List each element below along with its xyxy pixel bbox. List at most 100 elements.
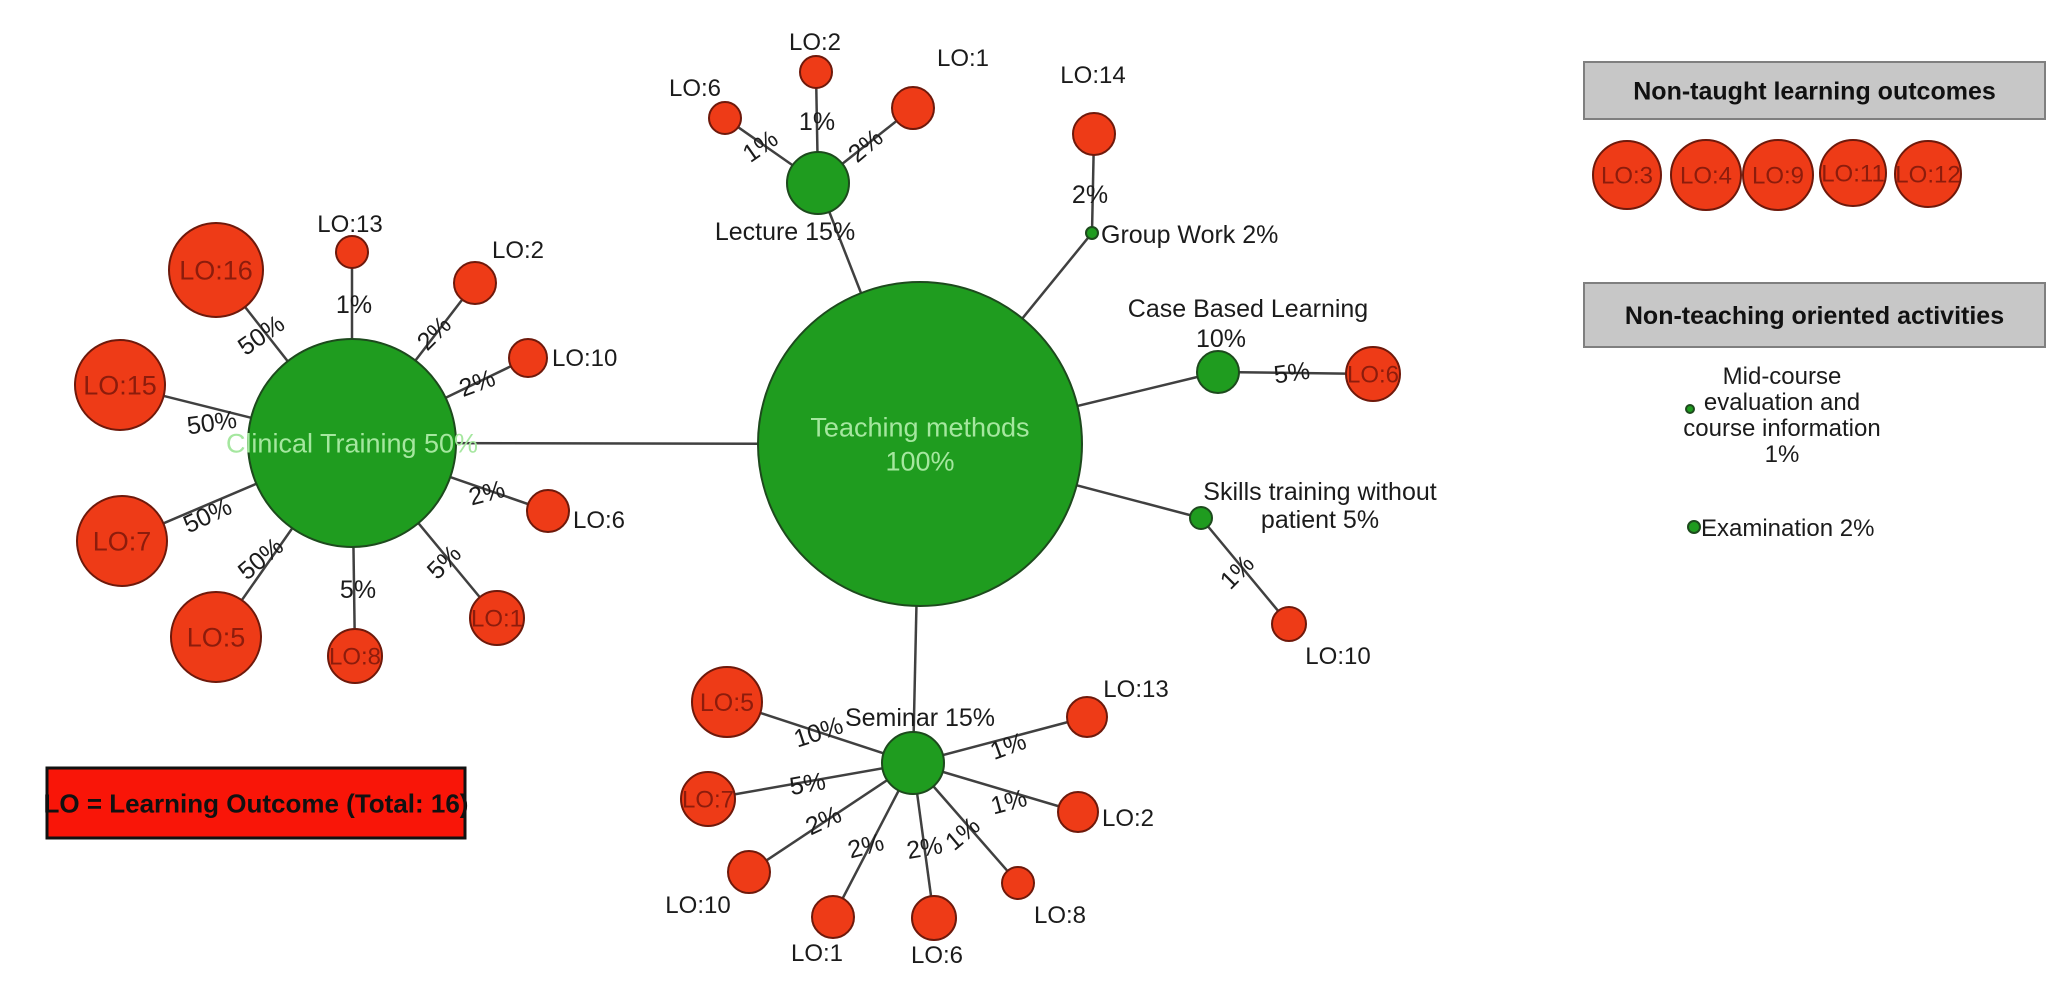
label-2-case-based-learning: Case Based Learning [1128,295,1368,323]
panel-header-non-taught-label: Non-taught learning outcomes [1633,78,1996,106]
edge-label-cbl-cbl6: 5% [1272,357,1312,390]
label-10-lo-14: LO:14 [1060,62,1125,89]
node-groupwork [1085,226,1099,240]
edge-label-lecture-l1: 2% [843,124,889,169]
node-s6 [911,895,957,941]
node-label-p11: LO:11 [1821,160,1885,187]
edge-label-seminar-s1: 2% [845,828,887,864]
node-label-s7: LO:7 [682,786,734,813]
node-p3 [1592,140,1662,210]
node-seminar [881,731,945,795]
legend-box [45,766,467,840]
node-cbl6 [1345,346,1401,402]
node-label-p4: LO:4 [1680,162,1732,189]
label-14-lo-10: LO:10 [552,345,617,372]
node-c7 [76,495,168,587]
node-s5 [691,666,763,738]
edge-label-ct-c13: 1% [336,291,372,319]
node-skills [1189,506,1213,530]
node-c13 [335,235,369,269]
node-cbl [1196,350,1240,394]
node-label-p3: LO:3 [1601,162,1653,189]
node-label-c7: LO:7 [93,526,152,556]
panel-header-non-taught [1583,61,2046,120]
node-midcourse_dot [1685,404,1695,414]
label-24-course-information: course information [1683,415,1880,442]
node-s1 [811,895,855,939]
label-23-evaluation-and: evaluation and [1704,389,1860,416]
label-26-examination-2-: Examination 2% [1701,515,1874,542]
node-c2 [453,261,497,305]
node-label-c1: LO:1 [471,605,523,632]
node-c1 [469,590,525,646]
node-s7 [680,771,736,827]
label-25-1-: 1% [1765,441,1800,468]
node-l2 [799,55,833,89]
label-1-group-work-2-: Group Work 2% [1101,221,1278,249]
edge-label-ct-c1: 5% [422,540,467,585]
node-label-p12: LO:12 [1895,161,1960,188]
edge-label-groupwork-gw14: 2% [1072,181,1108,209]
node-exam_dot [1687,520,1701,534]
node-label-p9: LO:9 [1752,162,1804,189]
edge-label-ct-c8: 5% [340,576,376,604]
edge-seminar-s10 [748,761,914,874]
edge-label-ct-c10: 2% [455,364,499,403]
node-s2 [1057,791,1099,833]
label-16-lo-10: LO:10 [665,892,730,919]
edge-label-seminar-s5: 10% [790,711,846,753]
edge-label-ct-c15: 50% [185,406,238,441]
edge-label-ct-c7: 50% [179,492,236,539]
node-c6 [526,489,570,533]
label-21-lo-13: LO:13 [1103,676,1168,703]
node-s13 [1066,696,1108,738]
panel-header-non-teaching-label: Non-teaching oriented activities [1625,302,2004,330]
label-13-lo-2: LO:2 [492,237,544,264]
node-label-s5: LO:5 [700,689,754,717]
edge-label-seminar-s6: 2% [904,831,944,865]
node-label-c5: LO:5 [187,622,246,652]
label-3-10-: 10% [1196,325,1246,353]
edge-label-seminar-s8: 1% [940,812,986,857]
label-18-lo-6: LO:6 [911,942,963,969]
label-4-skills-training-without: Skills training without [1203,478,1436,506]
node-sk10 [1271,606,1307,642]
node-l6 [708,101,742,135]
node-l1 [891,86,935,130]
node-label-c16: LO:16 [179,255,253,285]
node-ct [247,338,457,548]
label-5-patient-5-: patient 5% [1261,506,1379,534]
node-p9 [1742,139,1814,211]
edge-label-ct-c6: 2% [466,475,508,511]
edge-skills-sk10 [1200,517,1290,625]
label-12-lo-13: LO:13 [317,211,382,238]
label-0-lecture-15-: Lecture 15% [715,218,855,246]
node-p12 [1894,140,1962,208]
panel-header-non-teaching [1583,282,2046,348]
edge-label-seminar-s7: 5% [787,767,827,801]
node-p4 [1670,139,1742,211]
label-20-lo-2: LO:2 [1102,805,1154,832]
edge-label-ct-c2: 2% [412,311,457,356]
node-lecture [786,151,850,215]
node-c15 [74,339,166,431]
label-9-lo-1: LO:1 [937,45,989,72]
label-19-lo-8: LO:8 [1034,902,1086,929]
edge-label-ct-c5: 50% [233,532,289,586]
node-label-c15: LO:15 [83,370,157,400]
edge-label-lecture-l2: 1% [799,108,835,136]
node-gw14 [1072,112,1116,156]
node-c5 [170,591,262,683]
node-label-c8: LO:8 [329,643,381,670]
node-c16 [168,222,264,318]
node-label-tm: Teaching methods 100% [810,413,1029,477]
edge-label-skills-sk10: 1% [1215,550,1260,595]
node-label-cbl6: LO:6 [1347,361,1399,388]
label-6-seminar-15-: Seminar 15% [845,704,995,732]
node-p11 [1819,139,1887,207]
edge-label-seminar-s2: 1% [988,784,1030,820]
node-c10 [508,338,548,378]
label-7-lo-6: LO:6 [669,75,721,102]
